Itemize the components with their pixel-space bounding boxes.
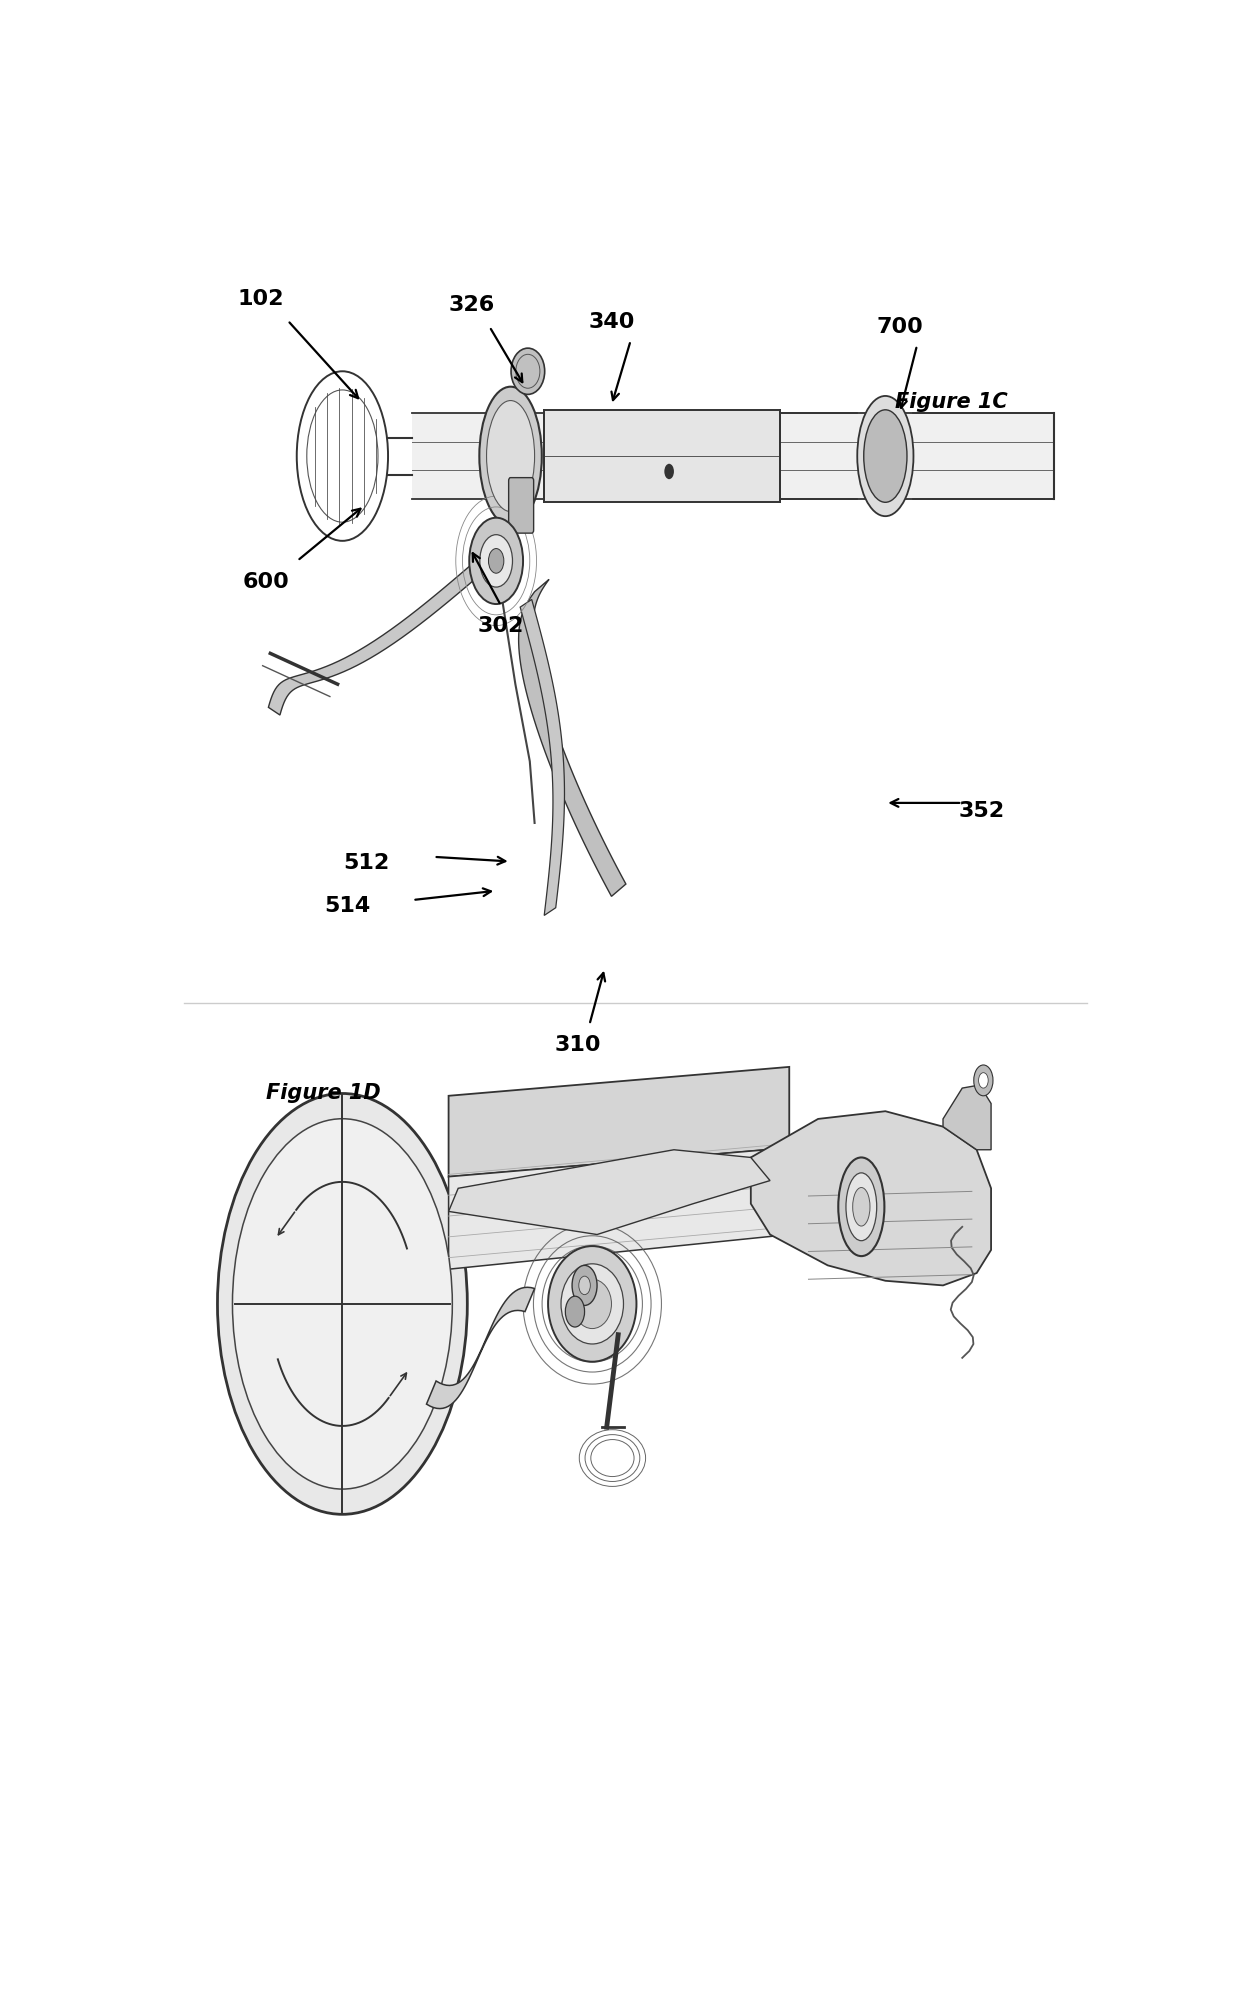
- Polygon shape: [427, 1287, 534, 1409]
- Polygon shape: [521, 599, 564, 915]
- Ellipse shape: [853, 1187, 870, 1225]
- Ellipse shape: [548, 1245, 636, 1361]
- Ellipse shape: [511, 348, 544, 394]
- Polygon shape: [942, 1085, 991, 1149]
- Polygon shape: [449, 1149, 770, 1235]
- FancyBboxPatch shape: [544, 410, 780, 503]
- Ellipse shape: [864, 410, 906, 503]
- Text: Figure 1D: Figure 1D: [265, 1083, 381, 1103]
- Circle shape: [489, 549, 503, 573]
- Ellipse shape: [838, 1157, 884, 1255]
- Text: 512: 512: [343, 853, 389, 873]
- Text: 102: 102: [237, 288, 284, 308]
- Circle shape: [579, 1275, 590, 1295]
- Circle shape: [572, 1265, 598, 1305]
- Text: 340: 340: [588, 312, 635, 332]
- Circle shape: [978, 1073, 988, 1089]
- Text: 700: 700: [877, 316, 923, 336]
- Text: 352: 352: [959, 801, 1004, 821]
- Text: 514: 514: [324, 897, 371, 917]
- Ellipse shape: [846, 1173, 877, 1241]
- Polygon shape: [518, 579, 626, 897]
- Ellipse shape: [857, 396, 914, 517]
- Ellipse shape: [217, 1093, 467, 1514]
- Ellipse shape: [486, 400, 534, 513]
- Polygon shape: [751, 1111, 991, 1285]
- Text: 600: 600: [242, 573, 289, 593]
- Text: 326: 326: [449, 294, 495, 314]
- Circle shape: [665, 464, 675, 478]
- Text: 310: 310: [554, 1035, 601, 1055]
- Text: Figure 1C: Figure 1C: [895, 392, 1008, 412]
- Polygon shape: [449, 1147, 789, 1269]
- FancyBboxPatch shape: [412, 412, 1054, 498]
- Circle shape: [480, 535, 512, 587]
- Ellipse shape: [560, 1263, 624, 1343]
- Text: 302: 302: [477, 617, 525, 635]
- Circle shape: [469, 519, 523, 605]
- Ellipse shape: [480, 386, 542, 525]
- FancyBboxPatch shape: [508, 478, 533, 533]
- Ellipse shape: [573, 1279, 611, 1329]
- Polygon shape: [268, 553, 496, 715]
- Polygon shape: [449, 1067, 789, 1177]
- Ellipse shape: [232, 1119, 453, 1489]
- Circle shape: [973, 1065, 993, 1095]
- Circle shape: [565, 1295, 584, 1327]
